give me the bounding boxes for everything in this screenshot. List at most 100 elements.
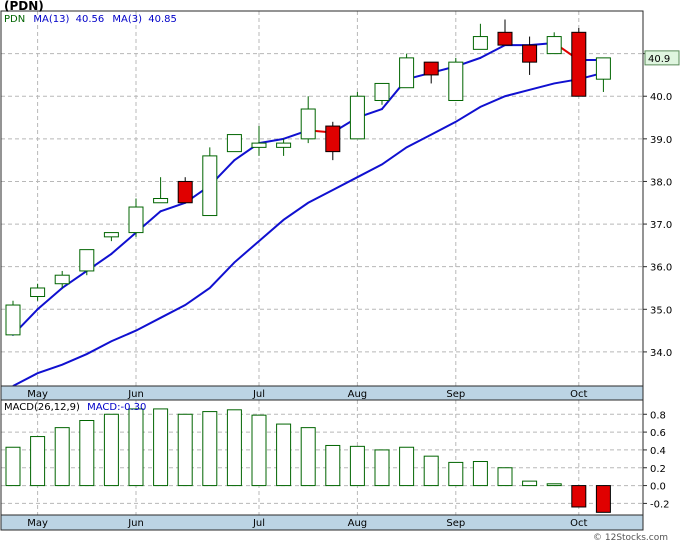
macd-xaxis-band — [0, 514, 644, 531]
candle-body — [472, 36, 488, 50]
candle-body — [128, 206, 144, 234]
candle — [300, 96, 316, 144]
macd-bar — [423, 455, 439, 487]
macd-legend: MACD(26,12,9) MACD:-0.30 — [4, 402, 146, 413]
candle — [79, 249, 95, 276]
macd-month-label: Oct — [570, 518, 587, 529]
candle — [325, 121, 341, 161]
price-ytick-label: 39.0 — [650, 135, 672, 146]
macd-bar — [374, 449, 390, 487]
candle-body — [325, 125, 341, 153]
candle — [374, 82, 390, 105]
macd-bar — [177, 413, 193, 487]
price-month-label: Jun — [127, 389, 144, 400]
macd-bar — [349, 445, 365, 487]
macd-bar — [497, 467, 513, 487]
candle — [54, 270, 70, 288]
candle-body — [251, 142, 267, 148]
macd-bar — [472, 461, 488, 487]
candle — [276, 138, 292, 156]
candle — [5, 300, 21, 336]
candle-body — [276, 142, 292, 148]
macd-ytick-label: 0.4 — [650, 446, 666, 457]
candle-body — [522, 44, 538, 63]
candle — [103, 232, 119, 242]
candle-body — [177, 180, 193, 204]
macd-ytick-label: 0.6 — [650, 428, 666, 439]
candle — [226, 134, 242, 153]
candle — [448, 57, 464, 101]
candle — [202, 147, 218, 217]
candle — [128, 198, 144, 237]
macd-plot-area — [1, 400, 643, 515]
candle-body — [497, 31, 513, 46]
macd-ytick-label: 0.0 — [650, 482, 666, 493]
candle-body — [79, 249, 95, 272]
candle-body — [54, 274, 70, 285]
macd-bar — [399, 446, 415, 487]
macd-ytick-label: 0.8 — [650, 410, 666, 421]
macd-month-label: Aug — [348, 518, 368, 529]
chart-title: (PDN) — [4, 0, 44, 13]
candle-body — [349, 95, 365, 140]
ma3-line-segment — [61, 269, 88, 289]
candle-body — [202, 155, 218, 217]
ma13-line — [12, 71, 604, 387]
candle — [472, 23, 488, 50]
candle — [595, 57, 611, 92]
last-price-label: 40.9 — [648, 54, 670, 65]
price-month-label: May — [27, 389, 48, 400]
footer-credit: © 12Stocks.com — [593, 533, 668, 543]
candle — [177, 177, 193, 204]
candle-body — [153, 198, 169, 204]
ma3-line-segment — [258, 137, 285, 145]
macd-month-label: Sep — [446, 518, 465, 529]
legend-ma13-label: MA(13) — [33, 14, 70, 25]
candle-body — [546, 36, 562, 55]
macd-legend-value: MACD:-0.30 — [87, 402, 147, 413]
price-ytick-label: 37.0 — [650, 220, 672, 231]
price-ytick-label: 35.0 — [650, 305, 672, 316]
ma3-line-segment — [110, 231, 137, 255]
price-legend: PDN MA(13) 40.56 MA(3) 40.85 — [4, 14, 177, 25]
legend-ma3-label: MA(3) — [112, 14, 143, 25]
ma3-line-segment — [159, 201, 187, 213]
candle-body — [399, 57, 415, 89]
price-month-label: Jul — [252, 389, 265, 400]
ma3-line-segment — [479, 44, 506, 59]
macd-bar — [30, 436, 46, 487]
macd-bar — [128, 408, 144, 487]
macd-bar — [226, 409, 242, 487]
candle — [349, 91, 365, 140]
macd-bar — [251, 414, 267, 487]
macd-bar — [54, 427, 70, 487]
price-panel: 34.035.036.037.038.039.040.041.040.9MayJ… — [0, 10, 680, 402]
candle-body — [300, 108, 316, 140]
macd-bar — [79, 420, 95, 487]
candle — [423, 61, 439, 84]
candle — [30, 283, 46, 301]
macd-ytick-label: 0.2 — [650, 464, 666, 475]
candle — [497, 19, 513, 46]
candle-body — [448, 61, 464, 101]
macd-month-label: Jul — [252, 518, 265, 529]
last-price-badge — [644, 50, 680, 66]
legend-ma13-value: 40.56 — [75, 14, 105, 25]
candle-body — [571, 31, 587, 97]
legend-ma3-value: 40.85 — [148, 14, 177, 25]
macd-bar — [153, 408, 169, 487]
price-month-label: Aug — [348, 389, 368, 400]
macd-bar — [571, 485, 587, 508]
macd-legend-label: MACD(26,12,9) — [4, 402, 80, 413]
price-ytick-label: 36.0 — [650, 263, 672, 274]
candle-body — [226, 134, 242, 153]
price-plot-area — [1, 11, 643, 386]
candle-body — [595, 57, 611, 80]
macd-bar — [103, 413, 119, 487]
price-month-label: Sep — [446, 389, 465, 400]
candle-body — [30, 287, 46, 298]
macd-bar — [448, 461, 464, 487]
macd-bar — [546, 483, 562, 487]
candle-body — [374, 82, 390, 101]
